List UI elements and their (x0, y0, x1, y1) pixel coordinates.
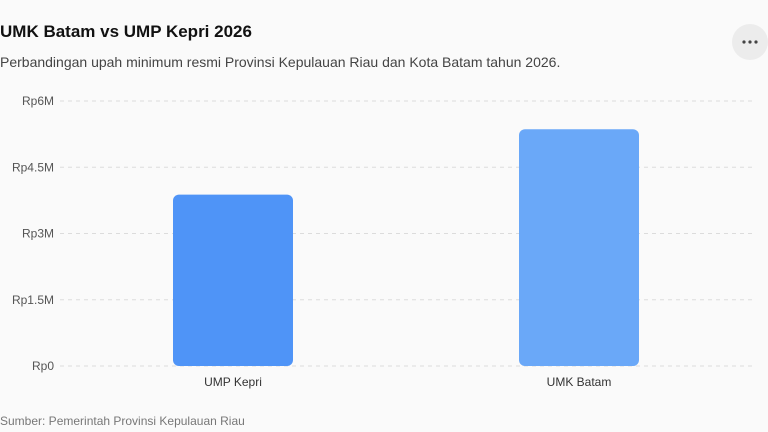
y-tick-label: Rp1.5M (12, 293, 54, 307)
y-tick-label: Rp0 (32, 359, 54, 373)
y-tick-label: Rp4.5M (12, 160, 54, 174)
chart-subtitle: Perbandingan upah minimum resmi Provinsi… (0, 54, 561, 70)
y-tick-label: Rp3M (22, 227, 54, 241)
x-tick-label: UMP Kepri (204, 375, 262, 389)
x-tick-label: UMK Batam (547, 375, 612, 389)
bar (173, 194, 293, 366)
y-tick-label: Rp6M (22, 94, 54, 108)
bar (519, 129, 639, 366)
source-note: Sumber: Pemerintah Provinsi Kepulauan Ri… (0, 414, 245, 428)
more-horizontal-icon (742, 40, 758, 44)
chart-title: UMK Batam vs UMP Kepri 2026 (0, 22, 252, 41)
more-options-button[interactable] (732, 24, 768, 60)
